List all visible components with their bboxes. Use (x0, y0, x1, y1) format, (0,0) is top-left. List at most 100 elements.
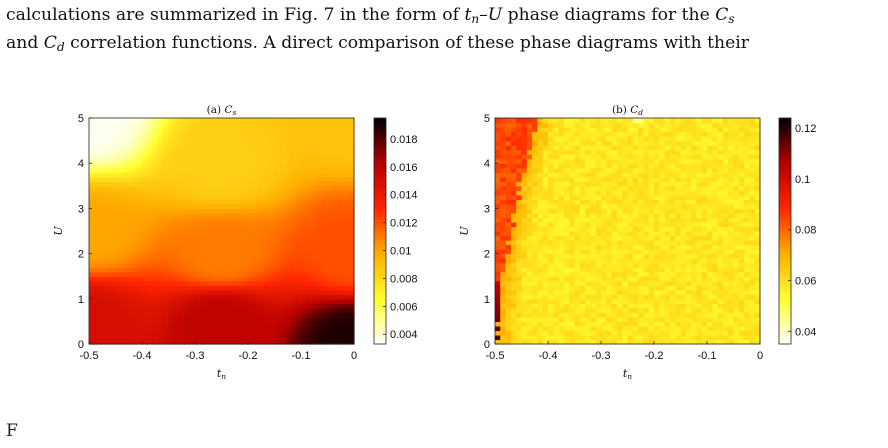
heatmap-cell (511, 145, 517, 150)
heatmap-cell (137, 132, 143, 137)
heatmap-cell (691, 190, 697, 195)
heatmap-cell (290, 177, 296, 182)
heatmap-cell (105, 263, 111, 268)
heatmap-cell (665, 335, 671, 340)
heatmap-cell (237, 123, 243, 128)
heatmap-cell (681, 213, 687, 218)
heatmap-cell (543, 272, 549, 277)
heatmap-cell (285, 285, 291, 290)
heatmap-cell (522, 141, 528, 146)
heatmap-cell (500, 127, 506, 132)
heatmap-cell (306, 136, 312, 141)
heatmap-cell (596, 118, 602, 123)
heatmap-cell (506, 208, 512, 213)
heatmap-cell (222, 326, 228, 331)
heatmap-cell (296, 123, 302, 128)
heatmap-cell (532, 217, 538, 222)
heatmap-cell (506, 330, 512, 335)
heatmap-cell (105, 245, 111, 250)
heatmap-cell (548, 308, 554, 313)
heatmap-cell (105, 213, 111, 218)
heatmap-cell (654, 159, 660, 164)
heatmap-cell (564, 272, 570, 277)
heatmap-cell (142, 208, 148, 213)
heatmap-cell (142, 213, 148, 218)
heatmap-cell (116, 204, 122, 209)
heatmap-cell (285, 181, 291, 186)
heatmap-cell (163, 245, 169, 250)
heatmap-cell (665, 222, 671, 227)
heatmap-cell (548, 245, 554, 250)
heatmap-cell (527, 159, 533, 164)
heatmap-cell (237, 299, 243, 304)
heatmap-cell (142, 132, 148, 137)
heatmap-cell (89, 208, 95, 213)
heatmap-cell (622, 281, 628, 286)
heatmap-cell (142, 226, 148, 231)
heatmap-cell (338, 213, 344, 218)
heatmap-cell (269, 213, 275, 218)
heatmap-cell (590, 159, 596, 164)
heatmap-cell (659, 172, 665, 177)
heatmap-cell (575, 150, 581, 155)
heatmap-cell (511, 335, 517, 340)
heatmap-cell (622, 213, 628, 218)
heatmap-cell (116, 199, 122, 204)
heatmap-cell (179, 217, 185, 222)
heatmap-cell (174, 199, 180, 204)
heatmap-cell (564, 163, 570, 168)
x-tick-label: -0.5 (80, 350, 99, 362)
heatmap-cell (511, 190, 517, 195)
heatmap-cell (553, 159, 559, 164)
heatmap-cell (606, 285, 612, 290)
heatmap-cell (333, 226, 339, 231)
heatmap-cell (696, 181, 702, 186)
heatmap-cell (522, 177, 528, 182)
heatmap-cell (712, 276, 718, 281)
heatmap-cell (296, 299, 302, 304)
heatmap-cell (633, 272, 639, 277)
x-tick-label: -0.1 (292, 350, 311, 362)
heatmap-cell (702, 168, 708, 173)
heatmap-cell (643, 308, 649, 313)
heatmap-cell (195, 231, 201, 236)
heatmap-cell (322, 123, 328, 128)
heatmap-cell (227, 118, 233, 123)
heatmap-cell (659, 281, 665, 286)
heatmap-cell (184, 294, 190, 299)
heatmap-cell (702, 281, 708, 286)
heatmap-cell (243, 231, 249, 236)
heatmap-cell (638, 181, 644, 186)
heatmap-cell (691, 317, 697, 322)
heatmap-cell (264, 236, 270, 241)
heatmap-cell (643, 294, 649, 299)
heatmap-cell (617, 231, 623, 236)
heatmap-cell (643, 290, 649, 295)
heatmap-cell (200, 231, 206, 236)
heatmap-cell (338, 272, 344, 277)
heatmap-cell (322, 118, 328, 123)
heatmap-cell (702, 303, 708, 308)
heatmap-cell (575, 258, 581, 263)
heatmap-cell (296, 245, 302, 250)
heatmap-cell (670, 326, 676, 331)
heatmap-cell (585, 254, 591, 259)
heatmap-cell (564, 172, 570, 177)
heatmap-cell (116, 195, 122, 200)
heatmap-cell (174, 226, 180, 231)
heatmap-cell (306, 145, 312, 150)
heatmap-cell (649, 236, 655, 241)
heatmap-cell (548, 163, 554, 168)
heatmap-cell (638, 186, 644, 191)
heatmap-cell (158, 240, 164, 245)
heatmap-cell (527, 240, 533, 245)
heatmap-cell (686, 145, 692, 150)
heatmap-cell (158, 226, 164, 231)
heatmap-cell (227, 281, 233, 286)
heatmap-cell (612, 281, 618, 286)
heatmap-cell (596, 217, 602, 222)
heatmap-cell (686, 150, 692, 155)
heatmap-cell (216, 276, 222, 281)
heatmap-cell (606, 123, 612, 128)
heatmap-cell (665, 236, 671, 241)
